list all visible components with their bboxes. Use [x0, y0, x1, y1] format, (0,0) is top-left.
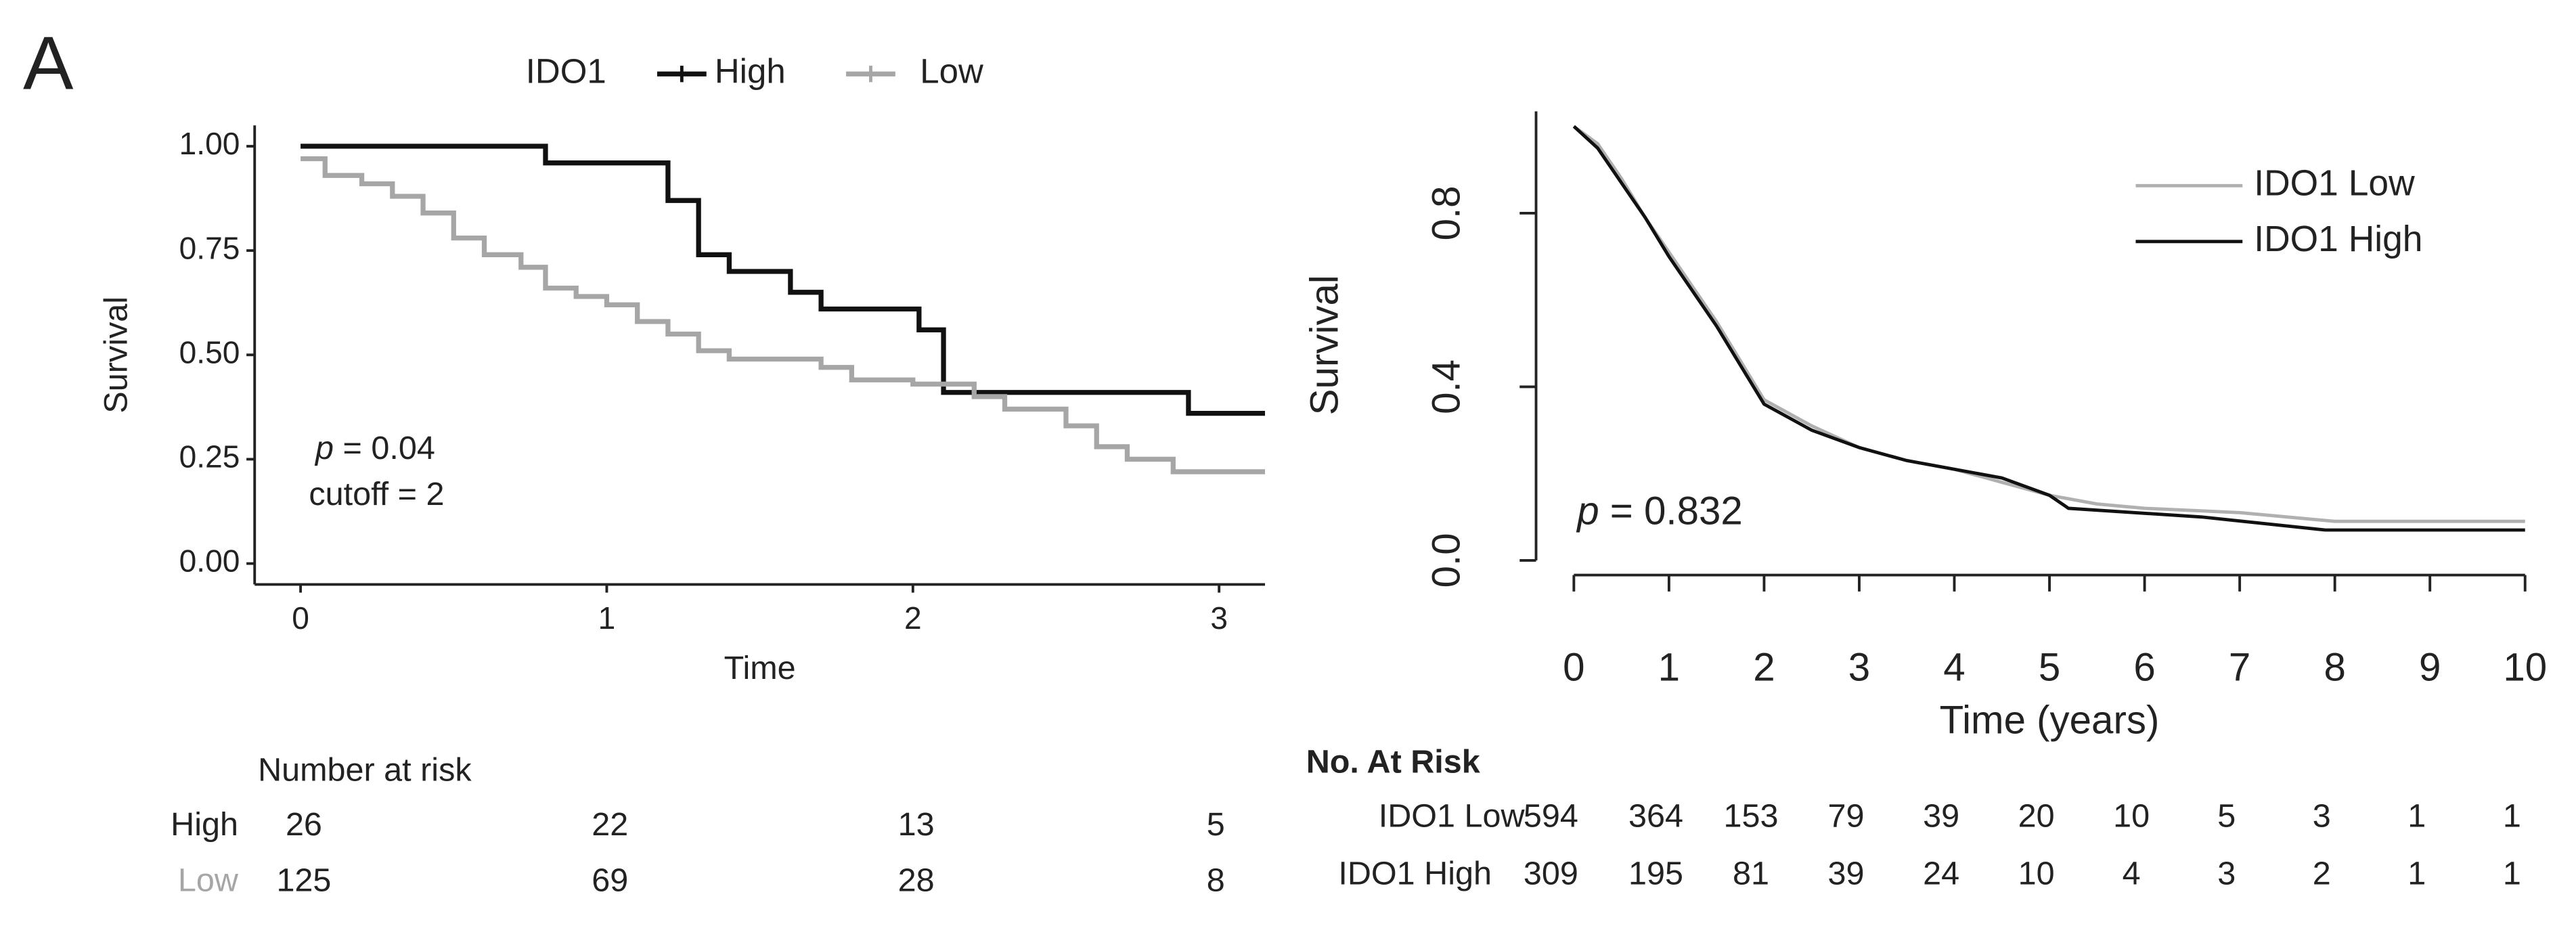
x-tick-label: 2: [904, 600, 922, 636]
y-tick-label: 0.00: [179, 544, 240, 579]
risk-row-label: IDO1 Low: [1379, 798, 1526, 835]
risk-value: 10: [2113, 798, 2150, 835]
x-tick-label: 7: [2229, 646, 2250, 690]
legend-label: High: [715, 52, 786, 91]
x-tick-label: 3: [1848, 646, 1870, 690]
x-tick-label: 1: [1658, 646, 1680, 690]
x-tick-label: 0: [1563, 646, 1584, 690]
x-tick-label: 0: [292, 600, 309, 636]
y-tick-label: 0.75: [179, 230, 240, 265]
y-tick-label: 0.0: [1424, 533, 1468, 588]
legend-title: IDO1: [526, 52, 606, 91]
risk-value: 39: [1828, 856, 1865, 892]
risk-table-title: Number at risk: [258, 752, 472, 789]
legend-label: IDO1 Low: [2254, 163, 2415, 203]
x-tick-label: 1: [598, 600, 616, 636]
risk-value: 1: [2503, 856, 2521, 892]
y-tick-label: 1.00: [179, 126, 240, 161]
risk-value: 1: [2407, 856, 2426, 892]
y-tick-label: 0.25: [179, 439, 240, 474]
risk-value: 26: [286, 806, 322, 843]
legend-label: IDO1 High: [2254, 219, 2422, 259]
risk-table-title: No. At Risk: [1306, 744, 1481, 780]
risk-value: 5: [2217, 798, 2236, 835]
x-tick-label: 10: [2503, 646, 2547, 690]
risk-value: 153: [1724, 798, 1779, 835]
risk-value: 28: [898, 862, 935, 898]
risk-value: 4: [2123, 856, 2141, 892]
y-axis-title: Survival: [98, 296, 135, 414]
y-tick-label: 0.50: [179, 334, 240, 370]
x-tick-label: 5: [2039, 646, 2060, 690]
x-axis-title: Time: [724, 650, 796, 686]
x-tick-label: 9: [2419, 646, 2441, 690]
legend-label: Low: [920, 52, 983, 91]
x-tick-label: 4: [1943, 646, 1965, 690]
panel-label: A: [23, 20, 74, 105]
risk-value: 1: [2503, 798, 2521, 835]
risk-value: 20: [2018, 798, 2055, 835]
x-tick-label: 3: [1210, 600, 1228, 636]
survival-curve: [301, 156, 1266, 474]
risk-value: 13: [898, 806, 935, 843]
risk-value: 125: [276, 862, 331, 898]
survival-curve: [301, 144, 1266, 416]
risk-value: 81: [1733, 856, 1769, 892]
risk-value: 195: [1628, 856, 1683, 892]
risk-value: 10: [2018, 856, 2055, 892]
risk-value: 3: [2217, 856, 2236, 892]
risk-value: 79: [1828, 798, 1865, 835]
x-tick-label: 8: [2324, 646, 2345, 690]
risk-value: 309: [1524, 856, 1578, 892]
annotation: p = 0.04: [314, 430, 435, 466]
risk-row-label: High: [171, 806, 238, 843]
x-axis-title: Time (years): [1940, 698, 2160, 742]
annotation: cutoff = 2: [309, 476, 444, 512]
risk-value: 364: [1628, 798, 1683, 835]
y-axis-title: Survival: [1303, 275, 1347, 415]
x-tick-label: 6: [2133, 646, 2155, 690]
risk-value: 24: [1923, 856, 1959, 892]
risk-value: 22: [592, 806, 628, 843]
y-tick-label: 0.8: [1424, 185, 1468, 240]
risk-value: 1: [2407, 798, 2426, 835]
risk-value: 2: [2313, 856, 2331, 892]
annotation: p = 0.832: [1576, 489, 1743, 533]
risk-value: 594: [1524, 798, 1578, 835]
risk-row-label: Low: [178, 862, 239, 898]
risk-value: 3: [2313, 798, 2331, 835]
x-tick-label: 2: [1753, 646, 1775, 690]
risk-value: 69: [592, 862, 628, 898]
risk-value: 5: [1207, 806, 1225, 843]
risk-value: 8: [1207, 862, 1225, 898]
survival-curve: [1572, 125, 2525, 532]
y-tick-label: 0.4: [1424, 359, 1468, 414]
risk-value: 39: [1923, 798, 1959, 835]
risk-row-label: IDO1 High: [1338, 856, 1492, 892]
